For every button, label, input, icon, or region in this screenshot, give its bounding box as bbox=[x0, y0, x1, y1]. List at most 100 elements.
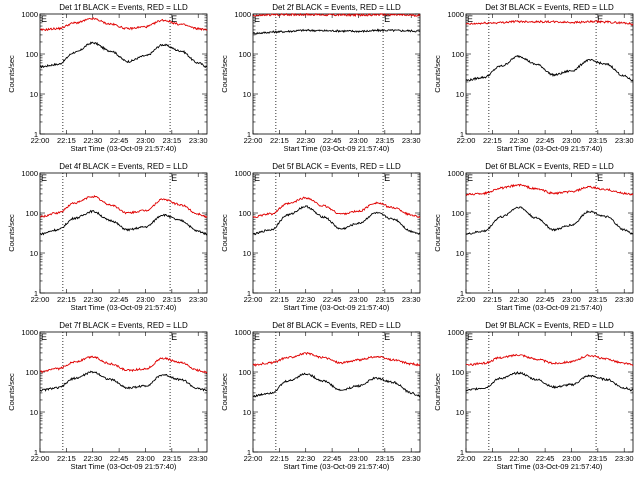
x-axis-label: Start Time (03-Oct-09 21:57:40) bbox=[71, 462, 177, 471]
plot-frame bbox=[252, 13, 421, 135]
y-tick-label: 10 bbox=[243, 249, 251, 258]
y-tick-label: 100 bbox=[25, 209, 38, 218]
x-tick-label: 22:45 bbox=[323, 136, 342, 145]
panel-title: Det 3f BLACK = Events, RED = LLD bbox=[485, 3, 614, 12]
x-tick-label: 22:00 bbox=[457, 454, 476, 463]
y-tick-label: 10 bbox=[243, 408, 251, 417]
x-tick-label: 22:45 bbox=[110, 136, 129, 145]
y-axis-label: Counts/sec bbox=[433, 55, 442, 93]
x-tick-label: 22:45 bbox=[323, 454, 342, 463]
series-events-line bbox=[465, 371, 634, 392]
y-tick-label: 10 bbox=[30, 90, 38, 99]
x-tick-label: 23:00 bbox=[349, 136, 368, 145]
x-tick-label: 22:45 bbox=[536, 136, 555, 145]
x-axis-label: Start Time (03-Oct-09 21:57:40) bbox=[284, 462, 390, 471]
panel-title: Det 7f BLACK = Events, RED = LLD bbox=[59, 321, 188, 330]
plot-frame bbox=[252, 331, 421, 453]
marker-label: E bbox=[41, 332, 47, 342]
x-tick-label: 23:00 bbox=[349, 454, 368, 463]
x-tick-label: 22:45 bbox=[536, 295, 555, 304]
y-axis-label: Counts/sec bbox=[433, 373, 442, 411]
marker-label: E bbox=[384, 173, 390, 183]
marker-label: E bbox=[41, 173, 47, 183]
marker-label: E bbox=[467, 332, 473, 342]
x-tick-label: 23:30 bbox=[402, 454, 421, 463]
x-tick-label: 23:30 bbox=[189, 136, 208, 145]
marker-label: E bbox=[254, 173, 260, 183]
series-lld-line bbox=[39, 355, 208, 374]
y-tick-label: 10 bbox=[30, 249, 38, 258]
panel-title: Det 5f BLACK = Events, RED = LLD bbox=[272, 162, 401, 171]
series-lld-line bbox=[465, 19, 634, 26]
marker-label: E bbox=[41, 14, 47, 24]
x-tick-label: 22:30 bbox=[296, 136, 315, 145]
y-axis-label: Counts/sec bbox=[220, 55, 229, 93]
x-tick-label: 22:30 bbox=[296, 295, 315, 304]
x-axis-label: Start Time (03-Oct-09 21:57:40) bbox=[497, 144, 603, 153]
x-tick-label: 22:15 bbox=[270, 295, 289, 304]
y-tick-label: 1 bbox=[460, 448, 464, 457]
y-axis-label: Counts/sec bbox=[220, 214, 229, 252]
x-tick-label: 23:30 bbox=[402, 295, 421, 304]
series-events-line bbox=[252, 372, 421, 398]
x-tick-label: 23:30 bbox=[189, 295, 208, 304]
plot-frame bbox=[252, 172, 421, 294]
x-tick-label: 22:15 bbox=[483, 454, 502, 463]
x-tick-label: 22:45 bbox=[323, 295, 342, 304]
panel-title: Det 2f BLACK = Events, RED = LLD bbox=[272, 3, 401, 12]
series-events-line bbox=[39, 209, 207, 236]
panel-det-9f: Det 9f BLACK = Events, RED = LLD 1 10 100 10… bbox=[433, 321, 634, 471]
x-tick-label: 22:30 bbox=[83, 454, 102, 463]
x-tick-label: 23:30 bbox=[402, 136, 421, 145]
x-tick-label: 23:00 bbox=[136, 454, 155, 463]
y-tick-label: 1 bbox=[34, 130, 38, 139]
x-tick-label: 23:15 bbox=[588, 454, 607, 463]
series-lld-line bbox=[465, 353, 634, 367]
x-tick-label: 23:15 bbox=[162, 136, 181, 145]
panel-title: Det 1f BLACK = Events, RED = LLD bbox=[59, 3, 188, 12]
x-tick-label: 23:30 bbox=[615, 136, 634, 145]
y-tick-label: 100 bbox=[238, 50, 251, 59]
x-tick-label: 23:00 bbox=[136, 136, 155, 145]
y-tick-label: 1 bbox=[34, 289, 38, 298]
y-tick-label: 1 bbox=[460, 130, 464, 139]
panel-det-2f: Det 2f BLACK = Events, RED = LLD 1 10 100 10… bbox=[220, 3, 421, 153]
x-tick-label: 23:15 bbox=[375, 454, 394, 463]
x-tick-label: 22:30 bbox=[509, 295, 528, 304]
y-tick-label: 10 bbox=[243, 90, 251, 99]
y-axis-label: Counts/sec bbox=[7, 373, 16, 411]
y-tick-label: 1000 bbox=[21, 328, 38, 337]
y-axis-label: Counts/sec bbox=[7, 214, 16, 252]
x-tick-label: 22:15 bbox=[57, 136, 76, 145]
y-axis-label: Counts/sec bbox=[220, 373, 229, 411]
x-tick-label: 23:15 bbox=[375, 136, 394, 145]
x-tick-label: 22:45 bbox=[110, 295, 129, 304]
x-tick-label: 23:30 bbox=[615, 295, 634, 304]
x-tick-label: 22:30 bbox=[509, 454, 528, 463]
x-tick-label: 23:15 bbox=[162, 295, 181, 304]
y-tick-label: 1000 bbox=[234, 328, 251, 337]
x-tick-label: 22:15 bbox=[483, 295, 502, 304]
marker-label: E bbox=[384, 332, 390, 342]
x-tick-label: 22:15 bbox=[57, 295, 76, 304]
panel-det-3f: Det 3f BLACK = Events, RED = LLD 1 10 100 10… bbox=[433, 3, 634, 153]
panel-det-7f: Det 7f BLACK = Events, RED = LLD 1 10 100 10… bbox=[7, 321, 208, 471]
x-tick-label: 23:30 bbox=[615, 454, 634, 463]
x-tick-label: 22:15 bbox=[270, 454, 289, 463]
x-tick-label: 22:00 bbox=[457, 295, 476, 304]
x-tick-label: 23:30 bbox=[189, 454, 208, 463]
series-events-line bbox=[252, 205, 421, 236]
x-tick-label: 22:30 bbox=[83, 136, 102, 145]
series-events-line bbox=[39, 370, 208, 392]
x-tick-label: 22:15 bbox=[270, 136, 289, 145]
y-tick-label: 1000 bbox=[447, 10, 464, 19]
panel-title: Det 8f BLACK = Events, RED = LLD bbox=[272, 321, 401, 330]
y-tick-label: 1000 bbox=[447, 169, 464, 178]
series-events-line bbox=[39, 41, 208, 69]
x-tick-label: 23:15 bbox=[588, 136, 607, 145]
y-axis-label: Counts/sec bbox=[433, 214, 442, 252]
marker-label: E bbox=[171, 173, 177, 183]
marker-label: E bbox=[467, 14, 473, 24]
plot-frame bbox=[465, 13, 634, 135]
